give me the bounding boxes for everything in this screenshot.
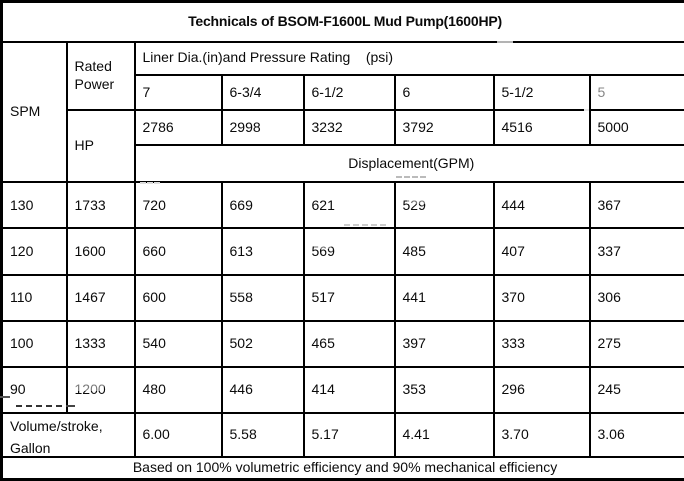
displacement-cell: 613: [220, 227, 305, 276]
displacement-cell: 296: [492, 365, 591, 415]
volume-per-stroke-cell: 5.58: [220, 412, 305, 459]
liner-size-cell: 6: [393, 73, 495, 111]
table-row: 120 1600 660 613 569 485 407 337: [0, 227, 684, 276]
displacement-cell: 275: [588, 319, 684, 368]
spm-cell: 90: [0, 365, 68, 415]
volume-per-stroke-label-cell: Volume/stroke, Gallon: [0, 412, 136, 459]
table-row: 100 1333 540 502 465 397 333 275: [0, 319, 684, 368]
displacement-cell: 446: [220, 365, 305, 415]
pressure-rating-cell: 2998: [220, 108, 305, 147]
displacement-cell: 485: [393, 227, 495, 276]
volume-per-stroke-label: Volume/stroke, Gallon: [10, 418, 103, 456]
displacement-cell: 540: [133, 319, 223, 368]
hp-cell: 1467: [65, 273, 136, 322]
displacement-cell: 370: [492, 273, 591, 322]
pressure-rating-cell: 2786: [133, 108, 223, 147]
displacement-cell: 353: [393, 365, 495, 415]
hp-cell: 1600: [65, 227, 136, 276]
pressure-rating-cell: 3232: [302, 108, 396, 147]
efficiency-footnote: Based on 100% volumetric efficiency and …: [0, 456, 684, 481]
liner-size-cell: 7: [133, 73, 223, 111]
rated-power-header-cell: Rated Power: [65, 40, 136, 111]
liner-size-cell: 5-1/2: [492, 73, 591, 111]
displacement-cell: 517: [302, 273, 396, 322]
hp-cell: 1333: [65, 319, 136, 368]
displacement-cell: 480: [133, 365, 223, 415]
displacement-cell: 569: [302, 227, 396, 276]
volume-per-stroke-cell: 3.70: [492, 412, 591, 459]
volume-per-stroke-cell: 6.00: [133, 412, 223, 459]
hp-cell: 1733: [65, 181, 136, 230]
pressure-rating-cell: 4516: [492, 108, 591, 147]
displacement-cell: 367: [588, 181, 684, 230]
volume-per-stroke-cell: 5.17: [302, 412, 396, 459]
liner-size-cell: 5: [588, 73, 684, 111]
spm-cell: 100: [0, 319, 68, 368]
displacement-header-cell: Displacement(GPM): [133, 144, 684, 184]
displacement-cell: 397: [393, 319, 495, 368]
displacement-cell: 245: [588, 365, 684, 415]
spm-cell: 130: [0, 181, 68, 230]
hp-cell: 1200: [65, 365, 136, 415]
displacement-cell: 621: [302, 181, 396, 230]
displacement-cell: 600: [133, 273, 223, 322]
pressure-rating-cell: 3792: [393, 108, 495, 147]
displacement-cell: 720: [133, 181, 223, 230]
table-row: 130 1733 720 669 621 529 444 367: [0, 181, 684, 230]
displacement-cell: 502: [220, 319, 305, 368]
volume-per-stroke-cell: 3.06: [588, 412, 684, 459]
displacement-cell: 660: [133, 227, 223, 276]
displacement-cell: 306: [588, 273, 684, 322]
displacement-cell: 444: [492, 181, 591, 230]
table-row: 90 1200 480 446 414 353 296 245: [0, 365, 684, 415]
table-row: 110 1467 600 558 517 441 370 306: [0, 273, 684, 322]
spm-cell: 120: [0, 227, 68, 276]
displacement-cell: 333: [492, 319, 591, 368]
table-row: Volume/stroke, Gallon 6.00 5.58 5.17 4.4…: [0, 412, 684, 459]
liner-size-cell: 6-1/2: [302, 73, 396, 111]
liner-size-cell: 6-3/4: [220, 73, 305, 111]
displacement-cell: 529: [393, 181, 495, 230]
table-title: Technicals of BSOM-F1600L Mud Pump(1600H…: [0, 0, 684, 43]
displacement-cell: 337: [588, 227, 684, 276]
volume-per-stroke-cell: 4.41: [393, 412, 495, 459]
displacement-cell: 669: [220, 181, 305, 230]
displacement-cell: 441: [393, 273, 495, 322]
displacement-cell: 414: [302, 365, 396, 415]
liner-pressure-header-cell: Liner Dia.(in)and Pressure Rating (psi): [133, 40, 684, 76]
displacement-cell: 558: [220, 273, 305, 322]
pressure-rating-cell: 5000: [588, 108, 684, 147]
displacement-cell: 465: [302, 319, 396, 368]
displacement-cell: 407: [492, 227, 591, 276]
spm-header-cell: SPM: [0, 40, 68, 184]
hp-header-cell: HP: [65, 108, 136, 184]
spm-cell: 110: [0, 273, 68, 322]
